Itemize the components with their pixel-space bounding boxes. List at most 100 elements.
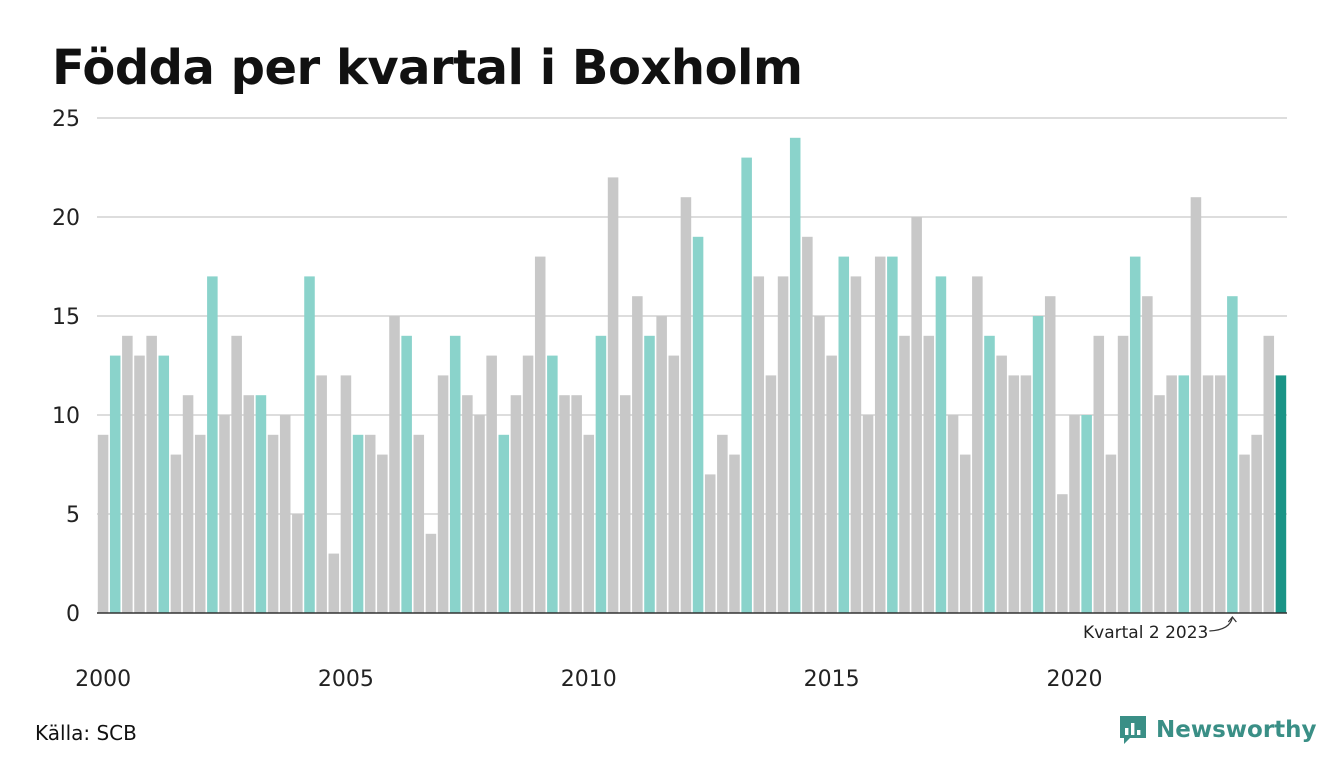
bar <box>972 276 983 613</box>
bar <box>1275 375 1287 613</box>
brand-name: Newsworthy <box>1156 717 1317 743</box>
bar <box>364 434 376 613</box>
bar <box>1166 375 1177 613</box>
bar <box>1117 335 1129 613</box>
bar <box>1227 296 1238 613</box>
bar <box>838 256 850 613</box>
bar <box>644 335 655 613</box>
newsworthy-logo-icon <box>1120 716 1146 744</box>
bar <box>935 276 947 613</box>
bar <box>474 415 485 613</box>
bar <box>668 355 680 613</box>
x-axis-ticks: 2000 2005 2010 2015 2020 <box>75 667 1102 692</box>
annotation: Kvartal 2 2023 <box>1083 616 1237 643</box>
bar <box>741 157 752 613</box>
y-tick-label: 15 <box>52 305 80 330</box>
bar <box>534 256 546 613</box>
bar <box>1202 375 1214 613</box>
x-tick-label: 2015 <box>804 667 860 692</box>
bar <box>814 316 825 613</box>
bar <box>923 335 935 613</box>
bar <box>874 256 886 613</box>
bar <box>413 434 425 613</box>
bar <box>984 335 995 613</box>
y-tick-label: 5 <box>66 503 80 528</box>
bar <box>146 335 157 613</box>
brand-logo: Newsworthy <box>1118 714 1317 746</box>
bar <box>547 355 558 613</box>
bar <box>959 454 971 613</box>
bar <box>704 474 716 613</box>
bar <box>777 276 789 613</box>
bar <box>255 395 267 613</box>
bar <box>680 197 692 613</box>
bar <box>899 335 910 613</box>
bar <box>134 355 145 613</box>
bar <box>753 276 765 613</box>
bar <box>1190 197 1202 613</box>
x-tick-label: 2010 <box>561 667 617 692</box>
y-tick-label: 20 <box>52 206 80 231</box>
annotation-label: Kvartal 2 2023 <box>1083 623 1208 643</box>
bar <box>887 256 898 613</box>
bar <box>1251 434 1262 613</box>
bar <box>219 415 230 613</box>
bar <box>462 395 473 613</box>
annotation-arrow <box>1209 616 1237 632</box>
bar <box>109 355 121 613</box>
bar <box>595 335 607 613</box>
bar <box>729 454 740 613</box>
bar <box>996 355 1007 613</box>
bar <box>632 296 643 613</box>
bar <box>1069 415 1080 613</box>
bar <box>826 355 837 613</box>
source-label: Källa: SCB <box>35 721 137 745</box>
y-tick-label: 25 <box>52 107 80 132</box>
bar <box>207 276 218 613</box>
bar <box>449 335 461 613</box>
bar <box>486 355 497 613</box>
bar <box>656 316 667 613</box>
bar <box>1044 296 1056 613</box>
bar <box>911 217 922 613</box>
bar <box>1154 395 1165 613</box>
bar <box>279 415 291 613</box>
bar <box>267 434 279 613</box>
bar <box>571 395 582 613</box>
bar <box>1178 375 1190 613</box>
bar <box>1129 256 1141 613</box>
bar <box>559 395 570 613</box>
bar <box>498 434 510 613</box>
bar <box>1081 415 1092 613</box>
y-tick-label: 10 <box>52 404 80 429</box>
bar <box>328 553 340 613</box>
bar <box>1214 375 1226 613</box>
bar <box>243 395 255 613</box>
bar <box>619 395 631 613</box>
bar <box>850 276 862 613</box>
bar <box>789 137 801 614</box>
bar <box>425 533 437 613</box>
bar <box>437 375 449 613</box>
bar <box>1008 375 1020 613</box>
bar <box>583 434 595 613</box>
x-tick-label: 2000 <box>75 667 131 692</box>
bar <box>158 355 170 613</box>
bar <box>802 236 813 614</box>
bar <box>340 375 352 613</box>
bar <box>316 375 327 613</box>
bar <box>97 434 109 613</box>
bar <box>1093 335 1105 613</box>
bar <box>292 514 303 613</box>
bar <box>182 395 194 613</box>
bar <box>1239 454 1250 613</box>
bar <box>231 335 242 613</box>
bar <box>1142 296 1153 613</box>
bar <box>1020 375 1032 613</box>
y-axis-ticks: 0 5 10 15 20 25 <box>52 107 80 627</box>
bar <box>122 335 133 613</box>
y-tick-label: 0 <box>66 602 80 627</box>
bar <box>1263 335 1275 613</box>
bar <box>692 236 704 614</box>
